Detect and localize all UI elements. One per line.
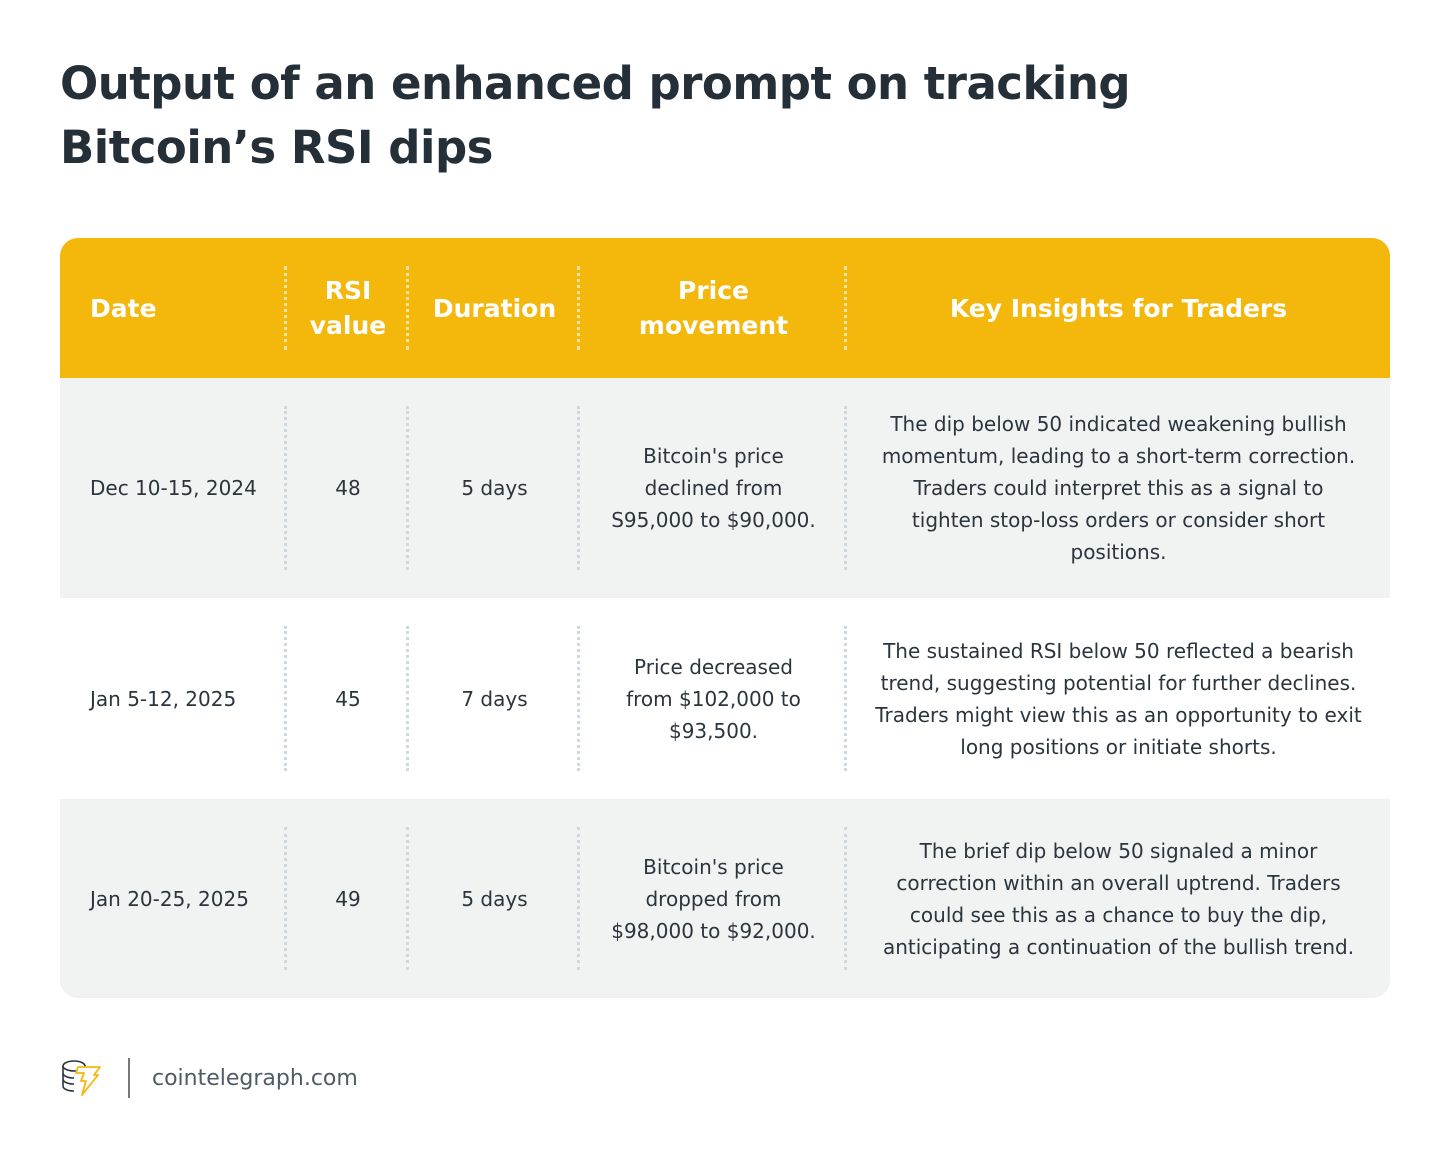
- cell-insights: The dip below 50 indicated weakening bul…: [881, 412, 1356, 564]
- header-duration: Duration: [409, 238, 580, 378]
- cell-date: Jan 5-12, 2025: [60, 598, 287, 799]
- table-row: Jan 5-12, 2025 45 7 days Price decreased…: [60, 598, 1390, 799]
- cell-duration: 5 days: [409, 799, 580, 998]
- table-row: Dec 10-15, 2024 48 5 days Bitcoin's pric…: [60, 378, 1390, 598]
- header-date: Date: [60, 238, 287, 378]
- cell-duration: 5 days: [409, 378, 580, 598]
- table-row: Jan 20-25, 2025 49 5 days Bitcoin's pric…: [60, 799, 1390, 998]
- header-rsi: RSI value: [287, 238, 409, 378]
- rsi-dips-table: Date RSI value Duration Price movement K…: [60, 238, 1390, 998]
- footer-divider: [128, 1058, 130, 1098]
- cell-rsi: 45: [287, 598, 409, 799]
- cell-date: Jan 20-25, 2025: [60, 799, 287, 998]
- cell-insights: The sustained RSI below 50 reflected a b…: [875, 638, 1362, 759]
- cell-price: Bitcoin's price declined from S95,000 to…: [580, 378, 847, 598]
- cointelegraph-logo-icon: [62, 1060, 101, 1096]
- cell-duration: 7 days: [409, 598, 580, 799]
- cell-date: Dec 10-15, 2024: [60, 378, 287, 598]
- page-title: Output of an enhanced prompt on tracking…: [60, 57, 1131, 174]
- cell-rsi: 48: [287, 378, 409, 598]
- header-insights: Key Insights for Traders: [949, 293, 1288, 323]
- header-price: Price movement: [580, 238, 847, 378]
- table-header: Date RSI value Duration Price movement K…: [60, 238, 1390, 378]
- cell-rsi: 49: [287, 799, 409, 998]
- cell-price: Bitcoin's price dropped from $98,000 to …: [580, 799, 847, 998]
- cell-price: Price decreased from $102,000 to $93,500…: [580, 598, 847, 799]
- cell-insights: The brief dip below 50 signaled a minor …: [882, 838, 1355, 959]
- brand-link[interactable]: cointelegraph.com: [152, 1065, 358, 1091]
- footer: cointelegraph.com: [60, 1058, 358, 1098]
